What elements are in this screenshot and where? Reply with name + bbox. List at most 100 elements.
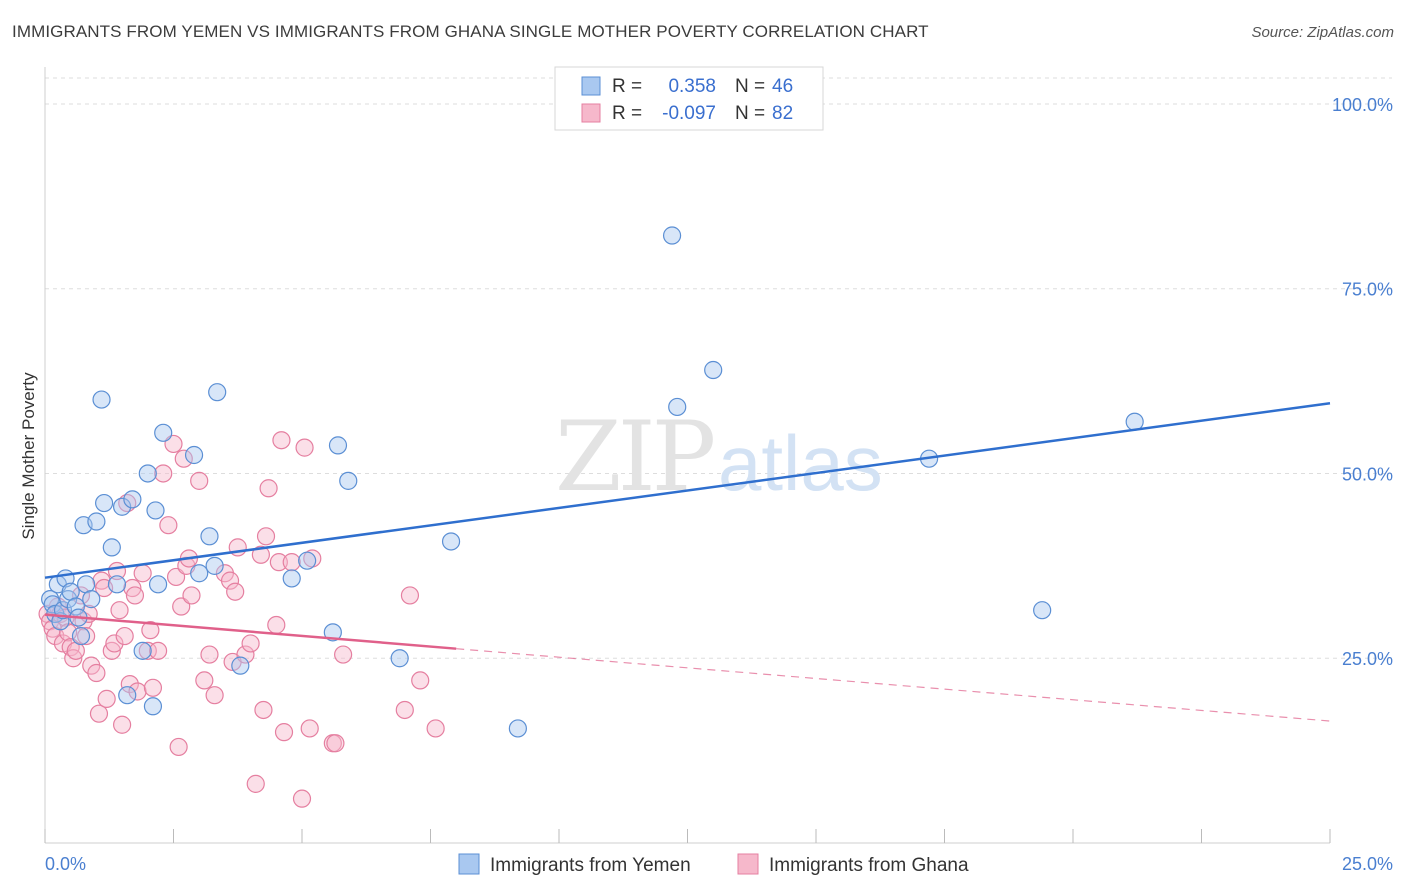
stats-swatch-yemen bbox=[581, 76, 601, 96]
point-yemen bbox=[668, 397, 687, 417]
point-ghana bbox=[115, 626, 134, 646]
point-ghana bbox=[326, 734, 345, 753]
tick-labels: 25.0% 50.0% 75.0% 100.0% 0.0% 25.0% bbox=[45, 95, 1393, 874]
point-ghana bbox=[272, 431, 291, 450]
point-yemen bbox=[87, 512, 106, 531]
point-yemen bbox=[390, 649, 409, 668]
source-label: Source: ZipAtlas.com bbox=[1251, 24, 1394, 41]
legend-swatch-ghana bbox=[737, 853, 759, 875]
point-yemen bbox=[704, 360, 723, 380]
point-yemen bbox=[205, 556, 224, 575]
point-ghana bbox=[334, 645, 353, 664]
chart-title: IMMIGRANTS FROM YEMEN VS IMMIGRANTS FROM… bbox=[12, 22, 929, 41]
trend-lines bbox=[44, 402, 1331, 722]
point-yemen bbox=[1125, 412, 1144, 431]
point-ghana bbox=[195, 671, 214, 690]
trend-line-yemen bbox=[44, 402, 1331, 579]
point-ghana bbox=[172, 597, 191, 616]
watermark-atlas: atlas bbox=[718, 419, 883, 507]
point-yemen bbox=[282, 569, 301, 588]
point-yemen bbox=[154, 423, 173, 442]
point-ghana bbox=[300, 719, 319, 738]
point-ghana bbox=[159, 516, 178, 535]
point-yemen bbox=[323, 623, 342, 642]
point-ghana bbox=[154, 464, 173, 483]
point-yemen bbox=[92, 390, 111, 409]
point-ghana bbox=[112, 715, 132, 734]
point-ghana bbox=[246, 774, 265, 793]
point-ghana bbox=[169, 737, 188, 757]
point-ghana bbox=[77, 626, 96, 646]
y-tick-label: 75.0% bbox=[1342, 280, 1393, 300]
point-ghana bbox=[141, 621, 160, 640]
point-ghana bbox=[251, 545, 270, 564]
point-ghana bbox=[174, 449, 193, 468]
point-yemen bbox=[184, 445, 204, 465]
point-ghana bbox=[128, 682, 147, 701]
point-ghana bbox=[123, 578, 142, 598]
point-ghana bbox=[295, 438, 314, 457]
point-ghana bbox=[125, 586, 145, 605]
axes bbox=[44, 67, 1331, 844]
point-ghana bbox=[269, 553, 288, 572]
data-points bbox=[38, 226, 1144, 808]
point-ghana bbox=[164, 434, 183, 454]
trend-line-extension-ghana bbox=[456, 648, 1331, 722]
point-yemen bbox=[66, 597, 85, 616]
point-yemen bbox=[328, 436, 348, 455]
point-ghana bbox=[226, 582, 245, 601]
point-ghana bbox=[292, 789, 312, 808]
point-ghana bbox=[138, 641, 157, 660]
point-yemen bbox=[298, 551, 317, 570]
point-ghana bbox=[256, 527, 276, 546]
stats-n-value-ghana: 82 bbox=[772, 103, 793, 124]
stats-n-value-yemen: 46 bbox=[772, 76, 793, 97]
point-yemen bbox=[118, 686, 137, 705]
point-ghana bbox=[148, 641, 168, 660]
point-yemen bbox=[662, 226, 682, 245]
legend-swatch-yemen bbox=[458, 853, 480, 875]
point-ghana bbox=[64, 649, 83, 668]
point-yemen bbox=[1033, 601, 1052, 620]
y-tick-label: 25.0% bbox=[1342, 649, 1393, 669]
point-yemen bbox=[95, 493, 114, 513]
point-ghana bbox=[236, 645, 255, 664]
x-tick-label: 0.0% bbox=[45, 854, 86, 874]
stats-n-label-ghana: N = bbox=[735, 103, 765, 124]
point-ghana bbox=[395, 700, 414, 720]
stats-box: R = 0.358 N = 46 R = -0.097 N = 82 bbox=[554, 66, 824, 131]
legend-label-ghana: Immigrants from Ghana bbox=[769, 855, 969, 876]
point-yemen bbox=[508, 719, 527, 738]
trend-line-ghana bbox=[44, 613, 457, 650]
point-ghana bbox=[166, 567, 186, 587]
watermark: ZIP atlas bbox=[555, 401, 883, 513]
point-ghana bbox=[120, 675, 139, 694]
point-yemen bbox=[133, 641, 152, 660]
legend: Immigrants from Yemen Immigrants from Gh… bbox=[458, 853, 969, 876]
point-yemen bbox=[200, 527, 219, 546]
point-ghana bbox=[102, 641, 121, 660]
point-yemen bbox=[143, 697, 163, 716]
point-ghana bbox=[110, 601, 129, 620]
point-ghana bbox=[97, 689, 116, 708]
point-yemen bbox=[123, 490, 142, 509]
y-tick-label: 50.0% bbox=[1342, 464, 1393, 484]
watermark-zip: ZIP bbox=[555, 401, 714, 513]
y-axis-label: Single Mother Poverty bbox=[19, 372, 38, 540]
stats-r-value-ghana: -0.097 bbox=[662, 103, 716, 124]
point-yemen bbox=[441, 532, 461, 551]
point-yemen bbox=[138, 464, 157, 483]
point-ghana bbox=[426, 719, 445, 738]
point-yemen bbox=[82, 590, 101, 609]
stats-r-label-yemen: R = bbox=[612, 76, 642, 97]
point-ghana bbox=[411, 671, 430, 690]
point-yemen bbox=[231, 656, 250, 675]
point-yemen bbox=[107, 575, 127, 594]
point-ghana bbox=[205, 686, 224, 705]
point-ghana bbox=[133, 564, 152, 583]
point-ghana bbox=[259, 479, 278, 498]
point-ghana bbox=[274, 723, 294, 742]
point-ghana bbox=[89, 704, 109, 723]
stats-n-label-yemen: N = bbox=[735, 76, 765, 97]
